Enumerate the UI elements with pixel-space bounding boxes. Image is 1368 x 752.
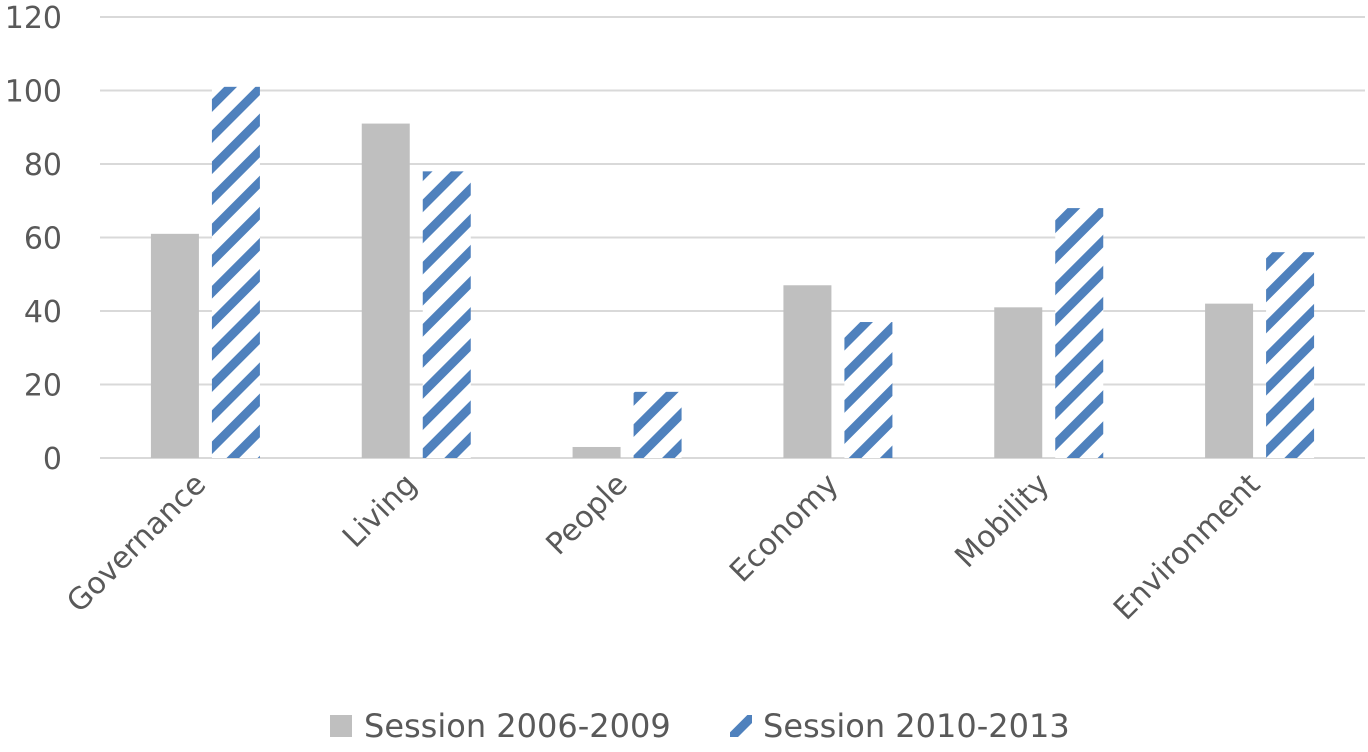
y-tick-label: 40 [24, 295, 62, 330]
y-tick-label: 0 [43, 442, 62, 477]
bar-governance-series-1 [150, 233, 199, 458]
bars [150, 86, 1315, 458]
bar-living-series-2 [422, 171, 471, 458]
x-category-label: Mobility [948, 467, 1056, 575]
y-tick-label: 100 [5, 75, 62, 110]
bar-mobility-series-2 [1055, 208, 1104, 458]
x-category-label: Economy [723, 467, 845, 589]
y-tick-label: 60 [24, 222, 62, 257]
legend-swatch-series-2 [730, 715, 752, 737]
legend: Session 2006-2009 Session 2010-2013 [330, 707, 1070, 745]
bar-mobility-series-1 [994, 307, 1043, 458]
gridlines [100, 16, 1365, 459]
bar-people-series-2 [633, 391, 682, 458]
bar-people-series-1 [572, 446, 621, 458]
bar-economy-series-2 [844, 322, 893, 458]
bar-living-series-1 [361, 123, 410, 458]
y-axis-tick-labels: 0 20 40 60 80 100 120 [5, 1, 62, 477]
y-tick-label: 20 [24, 369, 62, 404]
x-category-label: People [540, 467, 635, 562]
x-category-label: Environment [1107, 467, 1267, 627]
y-tick-label: 80 [24, 148, 62, 183]
legend-swatch-series-1 [330, 715, 352, 737]
bar-environment-series-1 [1205, 303, 1254, 458]
y-tick-label: 120 [5, 1, 62, 36]
x-axis-category-labels: Governance Living People Economy Mobility Env… [60, 467, 1267, 627]
x-category-label: Living [336, 467, 424, 555]
legend-label-series-2: Session 2010-2013 [763, 707, 1070, 745]
bar-environment-series-2 [1266, 252, 1315, 458]
bar-economy-series-1 [783, 285, 832, 458]
legend-label-series-1: Session 2006-2009 [364, 707, 671, 745]
bar-governance-series-2 [211, 86, 260, 458]
x-category-label: Governance [60, 467, 213, 620]
